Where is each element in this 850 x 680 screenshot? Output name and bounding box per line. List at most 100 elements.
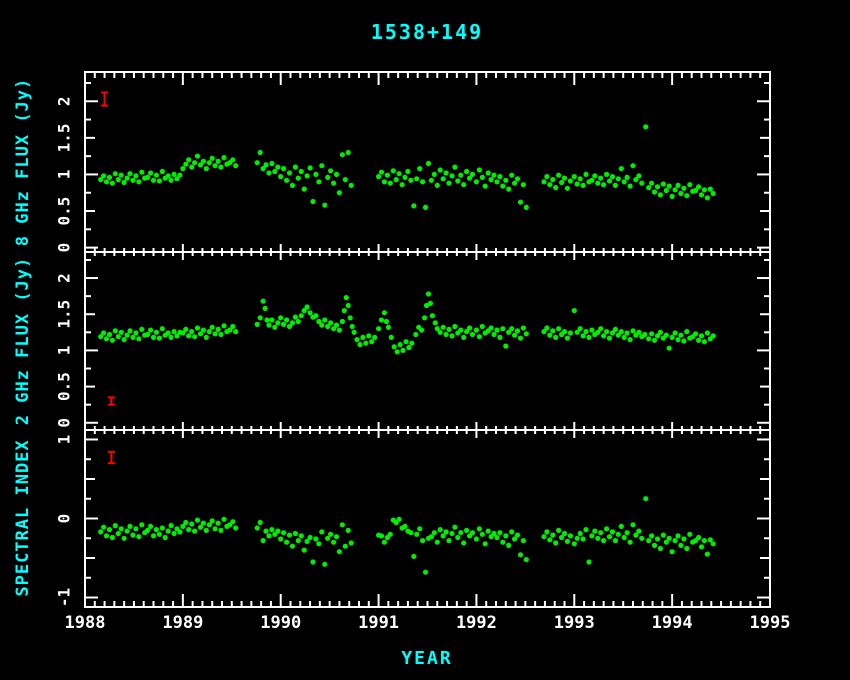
data-point bbox=[230, 157, 236, 163]
data-point bbox=[559, 534, 565, 541]
data-point bbox=[159, 326, 165, 332]
data-point bbox=[275, 164, 281, 170]
data-point bbox=[260, 298, 266, 304]
data-point bbox=[621, 534, 627, 541]
data-point bbox=[547, 182, 553, 188]
data-point bbox=[609, 330, 616, 336]
data-point bbox=[506, 186, 512, 192]
data-point bbox=[400, 347, 406, 353]
data-point bbox=[633, 532, 639, 538]
data-point bbox=[417, 166, 423, 172]
data-point bbox=[408, 177, 414, 183]
data-point bbox=[186, 527, 192, 533]
data-point bbox=[209, 155, 215, 161]
plot-frame bbox=[84, 71, 771, 608]
data-point bbox=[109, 534, 115, 541]
data-point bbox=[168, 523, 174, 529]
data-point bbox=[121, 337, 127, 343]
data-point bbox=[378, 169, 385, 175]
data-point bbox=[660, 181, 666, 187]
data-point bbox=[301, 186, 307, 192]
data-point bbox=[257, 519, 263, 526]
data-point bbox=[150, 177, 157, 183]
data-point bbox=[583, 329, 589, 335]
data-point bbox=[701, 538, 708, 544]
data-point bbox=[618, 166, 624, 172]
data-point bbox=[646, 336, 652, 342]
data-point bbox=[233, 525, 239, 531]
data-point bbox=[209, 518, 215, 524]
data-point bbox=[319, 322, 325, 328]
data-point bbox=[449, 530, 455, 537]
data-point bbox=[411, 553, 417, 560]
data-point bbox=[654, 184, 661, 190]
data-point bbox=[295, 318, 301, 325]
data-point bbox=[203, 527, 209, 534]
data-point bbox=[604, 526, 610, 532]
data-point bbox=[408, 530, 414, 536]
data-point bbox=[257, 149, 263, 156]
data-point bbox=[115, 530, 121, 537]
data-point bbox=[409, 340, 415, 346]
data-point bbox=[98, 177, 104, 183]
data-point bbox=[336, 190, 342, 196]
data-point bbox=[606, 335, 613, 341]
data-point bbox=[618, 523, 624, 530]
y-tick-label: 0 bbox=[55, 243, 74, 253]
data-point bbox=[663, 187, 669, 194]
data-point bbox=[403, 339, 409, 345]
data-point bbox=[304, 538, 310, 545]
y-tick-label: -1 bbox=[55, 588, 74, 607]
data-point bbox=[215, 520, 221, 526]
data-point bbox=[449, 333, 455, 339]
data-point bbox=[221, 516, 227, 522]
data-point bbox=[698, 544, 705, 550]
data-point bbox=[595, 180, 601, 186]
data-point bbox=[174, 176, 180, 182]
data-point bbox=[663, 539, 669, 545]
data-point bbox=[422, 315, 428, 321]
data-point bbox=[624, 174, 630, 180]
data-point bbox=[275, 320, 281, 326]
data-point bbox=[101, 524, 107, 530]
data-point bbox=[651, 542, 658, 549]
data-point bbox=[523, 204, 529, 210]
data-point bbox=[385, 324, 391, 330]
data-point bbox=[295, 538, 301, 544]
data-point bbox=[376, 326, 382, 332]
data-point bbox=[544, 529, 550, 535]
data-point bbox=[577, 176, 583, 182]
data-point bbox=[316, 541, 322, 547]
data-point bbox=[127, 171, 133, 177]
data-point bbox=[598, 175, 604, 181]
data-point bbox=[307, 310, 313, 316]
data-point bbox=[567, 330, 574, 336]
data-point bbox=[494, 534, 500, 541]
data-point bbox=[434, 539, 440, 545]
data-point bbox=[325, 174, 331, 180]
data-point bbox=[684, 545, 690, 552]
data-point bbox=[710, 190, 716, 197]
data-point bbox=[606, 178, 613, 184]
data-point bbox=[319, 529, 325, 535]
data-point bbox=[156, 531, 162, 537]
data-point bbox=[636, 329, 642, 335]
data-point bbox=[396, 516, 402, 522]
data-point bbox=[503, 177, 509, 183]
data-point bbox=[387, 180, 393, 186]
data-point bbox=[194, 325, 201, 331]
data-point bbox=[295, 175, 301, 181]
data-point bbox=[109, 337, 115, 343]
data-point bbox=[206, 329, 212, 335]
data-point bbox=[200, 327, 206, 333]
data-point bbox=[292, 530, 298, 537]
x-tick-label: 1993 bbox=[554, 613, 595, 633]
data-point bbox=[592, 173, 598, 179]
data-point bbox=[479, 174, 485, 180]
data-point bbox=[266, 170, 272, 176]
data-point bbox=[482, 183, 488, 189]
data-point bbox=[550, 328, 556, 334]
data-point bbox=[200, 158, 206, 164]
data-point bbox=[514, 328, 521, 334]
data-point bbox=[212, 331, 218, 337]
